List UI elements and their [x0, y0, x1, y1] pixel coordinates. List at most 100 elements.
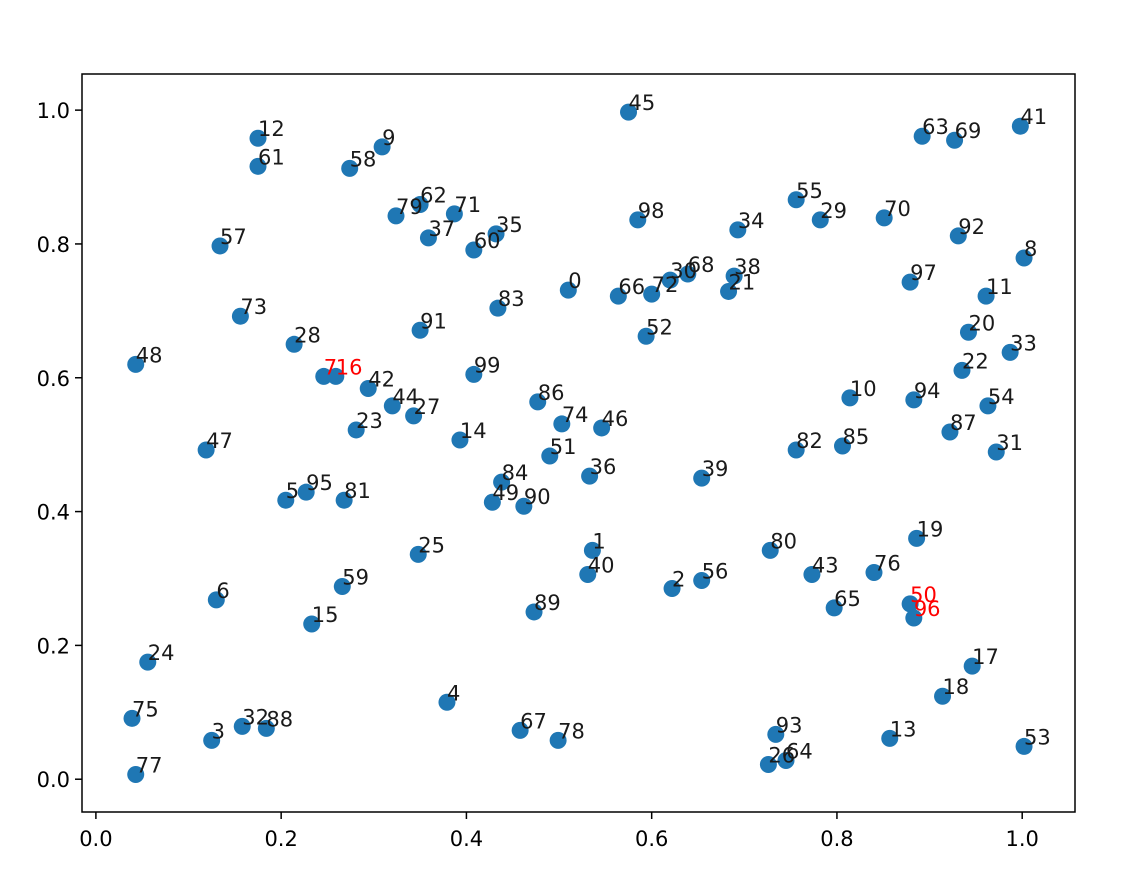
- point-label: 44: [392, 385, 419, 409]
- point: [411, 321, 429, 339]
- point-label: 88: [266, 707, 293, 731]
- point-label: 35: [496, 213, 523, 237]
- point: [359, 379, 377, 397]
- point: [1011, 117, 1029, 135]
- point: [934, 687, 952, 705]
- point-label: 52: [646, 315, 673, 339]
- point-label: 45: [629, 91, 656, 115]
- point: [277, 491, 295, 509]
- point: [865, 563, 883, 581]
- point-label: 77: [136, 754, 163, 778]
- point: [987, 443, 1005, 461]
- point: [581, 467, 599, 485]
- point: [529, 393, 547, 411]
- point: [231, 307, 249, 325]
- point: [579, 565, 597, 583]
- point: [249, 157, 267, 175]
- point-label: 96: [914, 597, 941, 621]
- point: [941, 423, 959, 441]
- point: [1015, 737, 1033, 755]
- point-label: 99: [474, 353, 501, 377]
- point-label: 34: [738, 209, 765, 233]
- point: [249, 129, 267, 147]
- point-label: 65: [834, 587, 861, 611]
- point-label: 19: [917, 517, 944, 541]
- point-label: 82: [796, 429, 823, 453]
- point: [593, 419, 611, 437]
- point-label: 11: [986, 275, 1013, 299]
- point-label: 57: [220, 225, 247, 249]
- point: [553, 415, 571, 433]
- point: [559, 281, 577, 299]
- point-label: 58: [350, 147, 377, 171]
- point: [583, 541, 601, 559]
- point: [405, 407, 423, 425]
- point-label: 14: [460, 419, 487, 443]
- y-tick-label: 0.8: [37, 233, 70, 257]
- point: [620, 103, 638, 121]
- point-label: 81: [344, 479, 371, 503]
- point: [127, 766, 145, 784]
- point-label: 53: [1024, 725, 1051, 749]
- point-label: 74: [562, 403, 589, 427]
- point: [761, 541, 779, 559]
- x-tick-label: 0.2: [264, 827, 297, 851]
- point: [953, 361, 971, 379]
- point: [759, 755, 777, 773]
- point: [905, 391, 923, 409]
- point: [347, 421, 365, 439]
- point-label: 13: [890, 717, 917, 741]
- point-label: 48: [136, 343, 163, 367]
- point: [729, 221, 747, 239]
- point: [297, 483, 315, 501]
- point: [487, 225, 505, 243]
- point: [777, 751, 795, 769]
- x-tick-label: 0.0: [79, 827, 112, 851]
- point-label: 92: [958, 215, 985, 239]
- point: [959, 323, 977, 341]
- point: [139, 653, 157, 671]
- y-tick-label: 0.6: [37, 367, 70, 391]
- point-label: 6: [216, 579, 229, 603]
- point-label: 9: [382, 126, 395, 150]
- point: [949, 227, 967, 245]
- point: [979, 397, 997, 415]
- point: [419, 229, 437, 247]
- point: [643, 285, 661, 303]
- point-label: 63: [922, 115, 949, 139]
- point: [881, 729, 899, 747]
- point: [811, 211, 829, 229]
- point: [387, 207, 405, 225]
- point: [327, 367, 345, 385]
- point: [303, 615, 321, 633]
- point: [203, 731, 221, 749]
- point-label: 23: [356, 409, 383, 433]
- point-label: 72: [652, 273, 679, 297]
- point-label: 5: [286, 479, 299, 503]
- point-label: 38: [734, 255, 761, 279]
- point: [445, 205, 463, 223]
- x-tick-label: 1.0: [1005, 827, 1038, 851]
- point: [515, 497, 533, 515]
- point-label: 40: [588, 553, 615, 577]
- point: [767, 725, 785, 743]
- point: [127, 355, 145, 373]
- point-label: 68: [688, 253, 715, 277]
- point: [123, 709, 141, 727]
- point-label: 91: [420, 309, 447, 333]
- point-label: 30: [670, 259, 697, 283]
- point-label: 21: [729, 270, 756, 294]
- point-label: 79: [396, 195, 423, 219]
- point-label: 46: [602, 407, 629, 431]
- point-label: 49: [492, 481, 519, 505]
- point-label: 12: [258, 117, 285, 141]
- point: [465, 365, 483, 383]
- point: [875, 209, 893, 227]
- point: [833, 437, 851, 455]
- point: [725, 267, 743, 285]
- point-label: 71: [454, 193, 481, 217]
- point: [946, 131, 964, 149]
- point-label: 59: [342, 566, 369, 590]
- point-label: 41: [1020, 105, 1047, 129]
